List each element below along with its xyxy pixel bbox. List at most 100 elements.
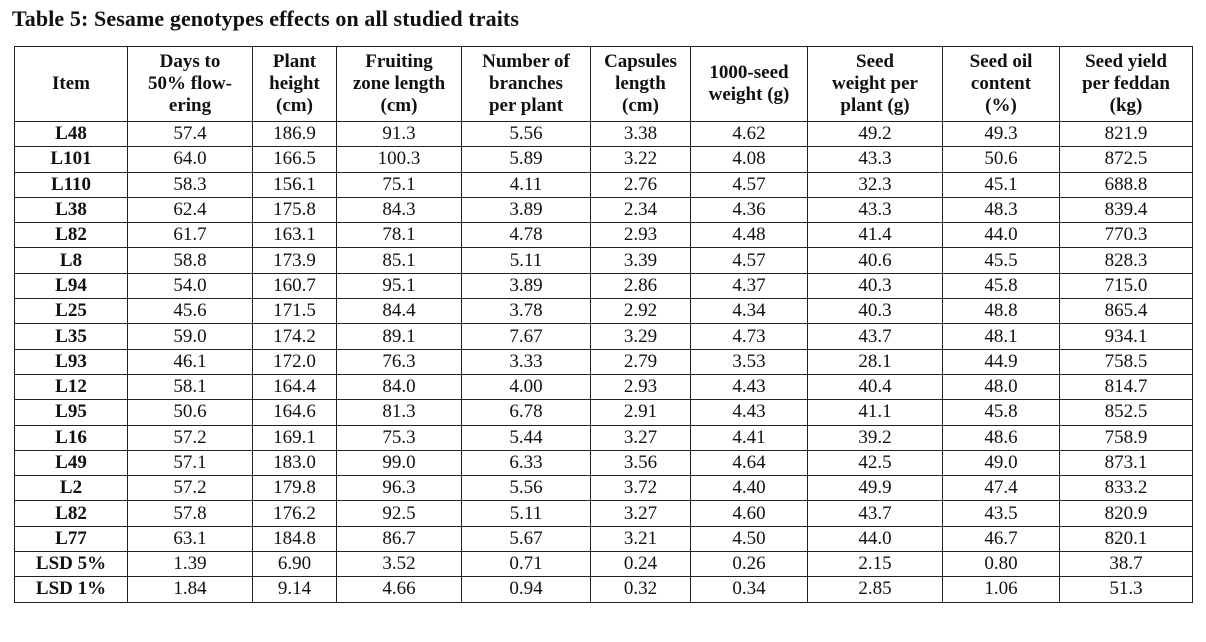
- table-cell: 872.5: [1059, 146, 1193, 173]
- column-header: Number of branches per plant: [461, 46, 591, 122]
- table-cell: 873.1: [1059, 449, 1193, 477]
- column-header-line: Plant: [272, 51, 317, 72]
- table-cell: 57.2: [127, 424, 253, 451]
- table-cell: 46.7: [942, 525, 1060, 553]
- table-cell: 820.1: [1059, 525, 1193, 553]
- table-cell: 758.9: [1059, 424, 1193, 451]
- table-cell: 84.0: [336, 373, 462, 401]
- table-cell: 6.78: [461, 399, 591, 426]
- table-cell: 4.64: [690, 449, 808, 477]
- table-cell: 0.71: [461, 551, 591, 578]
- table-cell: 43.3: [807, 196, 943, 224]
- column-header-line: content: [970, 73, 1032, 94]
- column-header-line: Seed oil: [969, 51, 1033, 72]
- table-cell: 0.34: [690, 576, 808, 603]
- table-cell: 49.2: [807, 120, 943, 148]
- table-cell: 100.3: [336, 146, 462, 173]
- table-cell: 5.11: [461, 500, 591, 527]
- table-row: L82 57.8 176.2 92.5 5.11 3.27 4.60 43.7 43.5 820.…: [14, 500, 1193, 527]
- table-cell: 40.3: [807, 298, 943, 325]
- table-title: Table 5: Sesame genotypes effects on all…: [12, 6, 519, 31]
- table-cell: 839.4: [1059, 196, 1193, 224]
- table-cell: 4.57: [690, 247, 808, 274]
- table-cell: 91.3: [336, 120, 462, 148]
- table-cell: 1.39: [127, 551, 253, 578]
- table-cell: 49.9: [807, 475, 943, 502]
- table-cell: 44.0: [807, 525, 943, 553]
- table-cell: 58.8: [127, 247, 253, 274]
- table-cell: 76.3: [336, 348, 462, 375]
- table-cell: 5.44: [461, 424, 591, 451]
- table-cell: 934.1: [1059, 323, 1193, 350]
- column-header: Item: [14, 46, 128, 122]
- table-cell: 4.43: [690, 373, 808, 401]
- table-cell: 2.92: [590, 298, 691, 325]
- column-header-line: height: [269, 73, 320, 94]
- table-cell: 2.15: [807, 551, 943, 578]
- row-label-cell: L2: [14, 475, 128, 502]
- table-cell: 4.00: [461, 373, 591, 401]
- table-cell: 64.0: [127, 146, 253, 173]
- table-cell: 5.89: [461, 146, 591, 173]
- table-row: L93 46.1 172.0 76.3 3.33 2.79 3.53 28.1 44.9 758.…: [14, 348, 1193, 375]
- table-cell: 84.3: [336, 196, 462, 224]
- table-cell: 81.3: [336, 399, 462, 426]
- column-header: Capsules length (cm): [590, 46, 691, 122]
- table-cell: 43.7: [807, 323, 943, 350]
- table-cell: 770.3: [1059, 222, 1193, 249]
- column-header-line: per plant: [488, 95, 564, 116]
- table-cell: 164.6: [252, 399, 337, 426]
- column-header-line: plant (g): [840, 95, 910, 116]
- row-label-cell: L25: [14, 298, 128, 325]
- table-cell: 174.2: [252, 323, 337, 350]
- column-header-line: 1000-seed: [709, 62, 789, 83]
- table-cell: 156.1: [252, 171, 337, 198]
- table-cell: 833.2: [1059, 475, 1193, 502]
- table-cell: 57.2: [127, 475, 253, 502]
- table-cell: 4.08: [690, 146, 808, 173]
- column-header-line: Seed: [856, 51, 894, 72]
- row-label-cell: L8: [14, 247, 128, 274]
- table-cell: 2.91: [590, 399, 691, 426]
- column-header-line: (%): [985, 95, 1017, 116]
- row-label-cell: L12: [14, 373, 128, 401]
- table-cell: 78.1: [336, 222, 462, 249]
- table-cell: 0.24: [590, 551, 691, 578]
- column-header-line: (cm): [622, 95, 659, 116]
- table-cell: 9.14: [252, 576, 337, 603]
- table-cell: 41.4: [807, 222, 943, 249]
- table-row: L110 58.3 156.1 75.1 4.11 2.76 4.57 32.3 45.1 688…: [14, 171, 1193, 198]
- table-cell: 4.48: [690, 222, 808, 249]
- table-cell: 49.0: [942, 449, 1060, 477]
- column-header: Seed oil content (%): [942, 46, 1060, 122]
- column-header-line: length: [615, 73, 666, 94]
- table-cell: 54.0: [127, 272, 253, 300]
- table-cell: 172.0: [252, 348, 337, 375]
- table-cell: 4.41: [690, 424, 808, 451]
- table-cell: 814.7: [1059, 373, 1193, 401]
- table-cell: 99.0: [336, 449, 462, 477]
- table-cell: 50.6: [127, 399, 253, 426]
- table-cell: 75.1: [336, 171, 462, 198]
- table-cell: 164.4: [252, 373, 337, 401]
- row-label-cell: L82: [14, 222, 128, 249]
- table-cell: 43.5: [942, 500, 1060, 527]
- table-cell: 688.8: [1059, 171, 1193, 198]
- table-cell: 51.3: [1059, 576, 1193, 603]
- column-header: Plant height (cm): [252, 46, 337, 122]
- table-cell: 184.8: [252, 525, 337, 553]
- table-cell: 42.5: [807, 449, 943, 477]
- table-cell: 89.1: [336, 323, 462, 350]
- column-header: Days to 50% flow-ering: [127, 46, 253, 122]
- row-label-cell: L35: [14, 323, 128, 350]
- table-cell: 3.29: [590, 323, 691, 350]
- table-row: LSD 5% 1.39 6.90 3.52 0.71 0.24 0.26 2.15 0.80 38…: [14, 551, 1193, 578]
- table-cell: 820.9: [1059, 500, 1193, 527]
- table-cell: 4.11: [461, 171, 591, 198]
- table-cell: 163.1: [252, 222, 337, 249]
- row-label-cell: L77: [14, 525, 128, 553]
- table-cell: 2.85: [807, 576, 943, 603]
- column-header: 1000-seed weight (g): [690, 46, 808, 122]
- table-cell: 5.11: [461, 247, 591, 274]
- table-cell: 43.3: [807, 146, 943, 173]
